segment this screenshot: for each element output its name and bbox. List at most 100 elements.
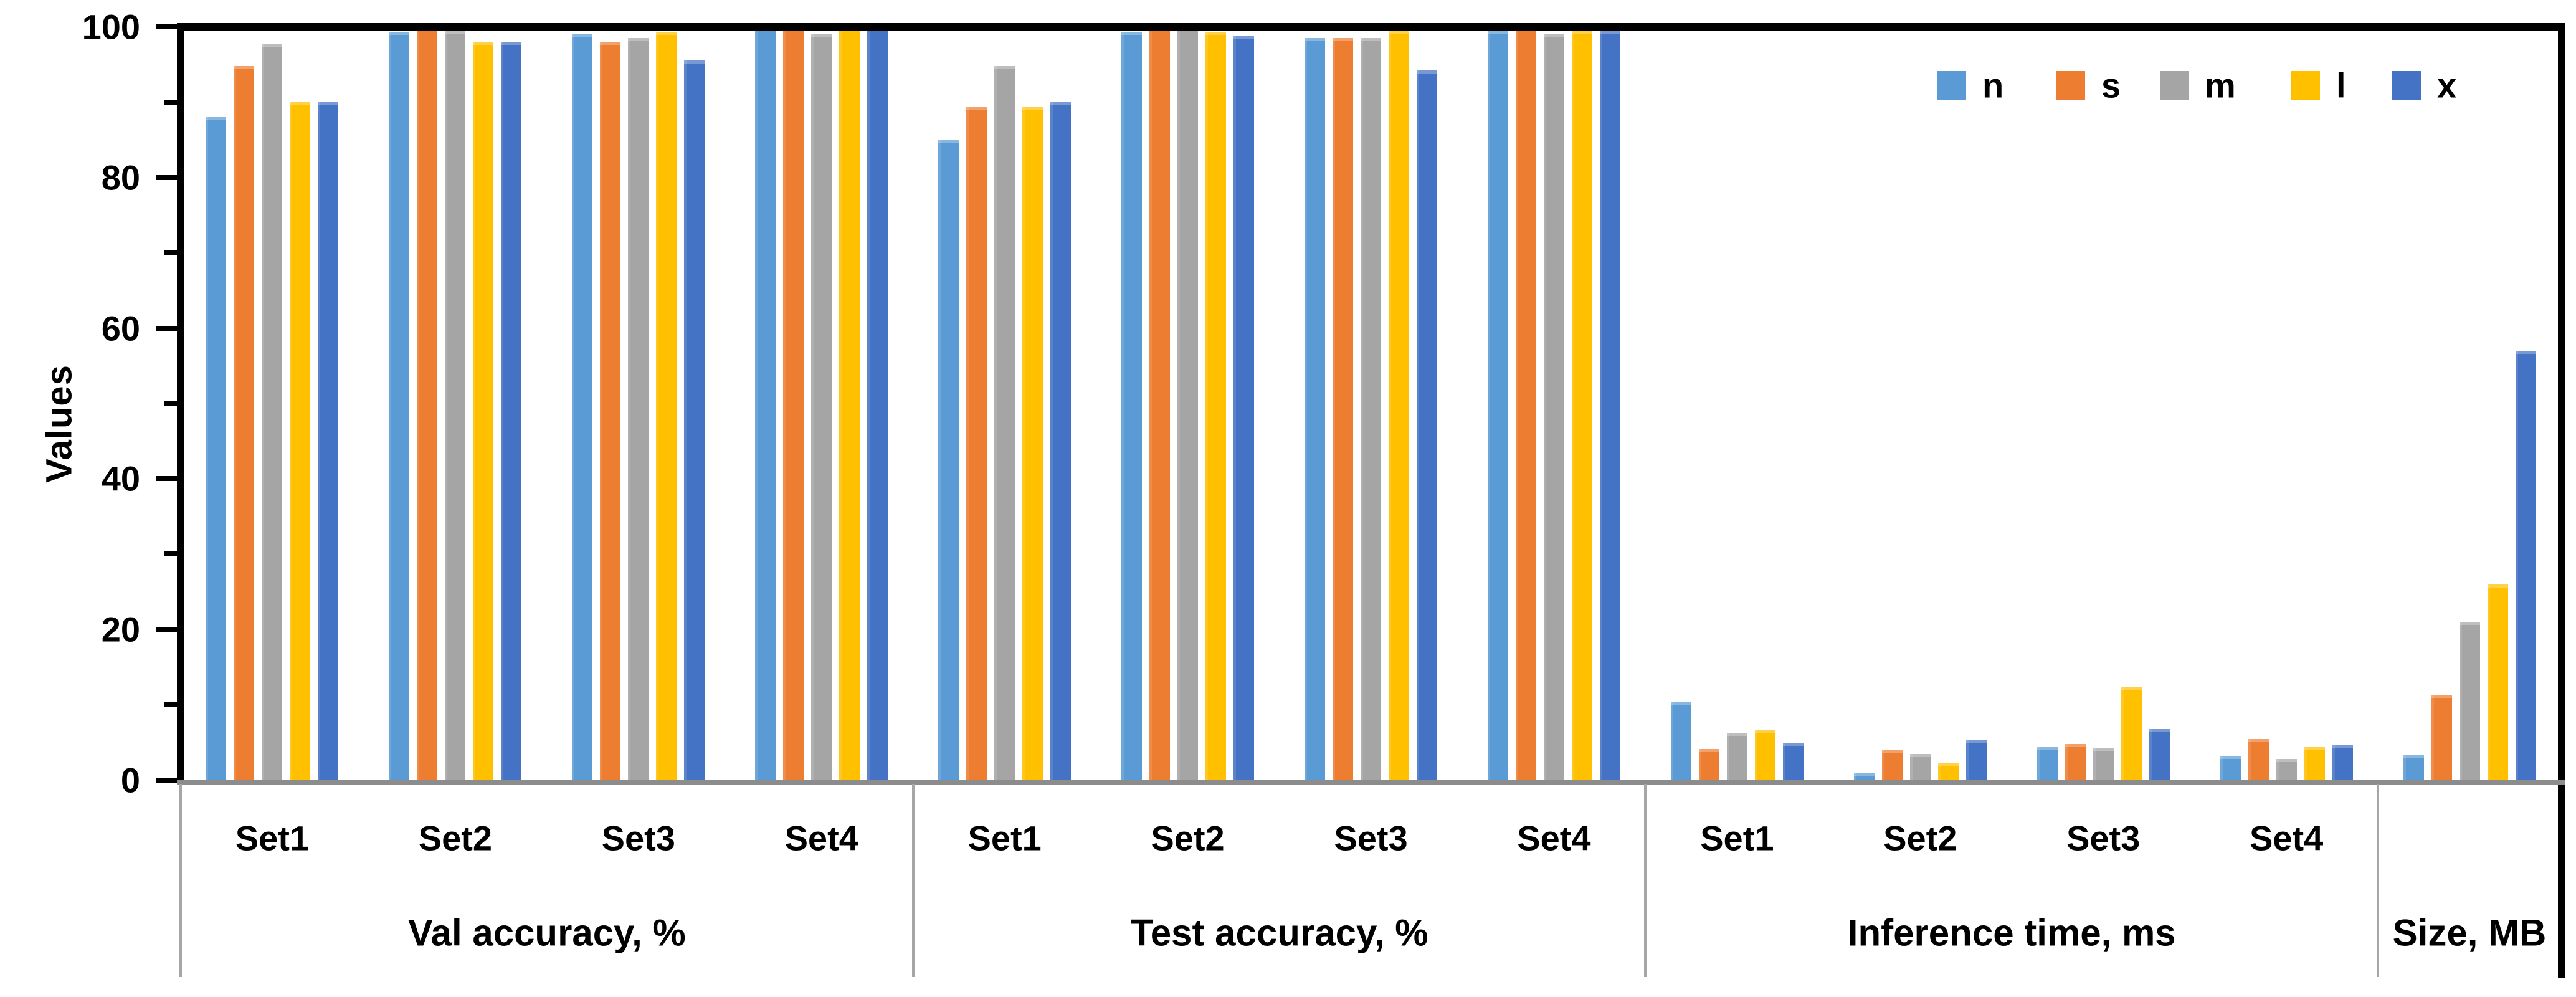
- bar-s-test-accuracy-set2: [1149, 27, 1171, 780]
- y-major-tick: [156, 627, 181, 632]
- bar-s-val-accuracy-set4: [783, 27, 804, 780]
- bar-s-test-accuracy-set3: [1333, 38, 1353, 780]
- bar-n-inference-time-set2: [1853, 772, 1875, 780]
- set-label: Set3: [1334, 818, 1408, 858]
- legend-label-s: s: [2101, 65, 2121, 105]
- y-major-tick: [156, 778, 181, 783]
- y-tick-label: 20: [101, 609, 140, 649]
- bar-m-inference-time-set1: [1726, 732, 1747, 780]
- set-label: Set1: [235, 818, 310, 858]
- bar-s-size: [2431, 695, 2452, 780]
- y-tick-label: 0: [120, 760, 140, 800]
- bar-l-inference-time-set4: [2304, 746, 2325, 780]
- bar-x-val-accuracy-set1: [318, 102, 339, 780]
- bar-s-test-accuracy-set4: [1515, 27, 1536, 780]
- set-label: Set3: [601, 818, 675, 858]
- bar-l-size: [2487, 584, 2508, 780]
- bar-m-inference-time-set3: [2093, 748, 2114, 780]
- bar-l-test-accuracy-set4: [1571, 31, 1592, 780]
- y-major-tick: [156, 476, 181, 482]
- bar-s-inference-time-set1: [1698, 749, 1719, 780]
- x-axis-line: [177, 780, 2565, 785]
- bar-n-test-accuracy-set2: [1121, 32, 1143, 780]
- bar-n-val-accuracy-set4: [755, 27, 776, 780]
- bar-l-inference-time-set1: [1754, 729, 1775, 780]
- set-label: Set2: [1883, 818, 1957, 858]
- legend-label-n: n: [1982, 65, 2004, 105]
- bar-n-test-accuracy-set3: [1305, 38, 1325, 780]
- bar-l-test-accuracy-set3: [1389, 31, 1409, 780]
- bar-n-inference-time-set3: [2037, 746, 2058, 780]
- bar-m-val-accuracy-set4: [811, 34, 832, 780]
- bar-x-inference-time-set1: [1782, 742, 1804, 780]
- bar-m-val-accuracy-set2: [445, 31, 466, 780]
- bar-m-inference-time-set4: [2276, 759, 2297, 780]
- bar-s-inference-time-set4: [2248, 738, 2269, 780]
- y-minor-tick: [164, 551, 181, 557]
- y-minor-tick: [164, 401, 181, 406]
- bar-l-test-accuracy-set2: [1205, 32, 1227, 780]
- bar-x-test-accuracy-set2: [1233, 36, 1255, 780]
- bar-m-val-accuracy-set1: [262, 44, 283, 780]
- bar-l-val-accuracy-set4: [839, 27, 860, 780]
- set-label: Set4: [1517, 818, 1591, 858]
- set-label: Set2: [1151, 818, 1225, 858]
- legend-swatch-s: [2056, 71, 2085, 100]
- y-minor-tick: [164, 99, 181, 105]
- bar-x-test-accuracy-set3: [1417, 70, 1437, 780]
- y-tick-label: 40: [101, 459, 140, 499]
- y-tick-label: 80: [101, 158, 140, 198]
- bar-n-val-accuracy-set2: [389, 32, 410, 780]
- set-label: Set1: [1700, 818, 1774, 858]
- set-label: Set4: [2249, 818, 2324, 858]
- bar-n-size: [2403, 755, 2424, 780]
- set-label: Set3: [2066, 818, 2141, 858]
- panel-divider: [911, 784, 915, 977]
- bar-l-test-accuracy-set1: [1022, 107, 1043, 780]
- y-minor-tick: [164, 250, 181, 255]
- set-label: Set1: [967, 818, 1042, 858]
- bar-s-val-accuracy-set1: [234, 65, 255, 780]
- group-label: Test accuracy, %: [1130, 912, 1428, 954]
- group-label: Inference time, ms: [1847, 912, 2176, 954]
- plot-right-border: [2558, 23, 2565, 978]
- bar-s-val-accuracy-set2: [417, 27, 438, 780]
- bar-x-inference-time-set3: [2149, 728, 2170, 780]
- plot-top-border: [177, 23, 2565, 31]
- panel-divider: [179, 784, 182, 977]
- y-major-tick: [156, 24, 181, 29]
- bar-n-inference-time-set4: [2220, 756, 2241, 780]
- bar-m-test-accuracy-set4: [1543, 34, 1564, 780]
- bar-x-val-accuracy-set3: [684, 60, 705, 780]
- bar-m-size: [2459, 622, 2480, 780]
- legend-swatch-l: [2291, 71, 2320, 100]
- bar-m-test-accuracy-set1: [994, 65, 1015, 780]
- bar-x-inference-time-set2: [1965, 739, 1987, 780]
- bar-n-test-accuracy-set4: [1487, 31, 1508, 780]
- y-minor-tick: [164, 702, 181, 708]
- bar-x-inference-time-set4: [2332, 745, 2353, 780]
- bar-x-size: [2515, 350, 2536, 780]
- legend-swatch-m: [2160, 71, 2189, 100]
- bar-x-test-accuracy-set1: [1050, 102, 1072, 780]
- bar-l-inference-time-set2: [1937, 763, 1959, 780]
- bar-s-inference-time-set3: [2065, 743, 2086, 780]
- y-axis-line: [177, 23, 184, 784]
- bar-s-test-accuracy-set1: [966, 107, 987, 780]
- bar-n-val-accuracy-set1: [206, 117, 227, 780]
- group-label: Val accuracy, %: [407, 912, 686, 954]
- bar-x-val-accuracy-set4: [867, 27, 888, 780]
- legend-swatch-x: [2392, 71, 2421, 100]
- bar-n-inference-time-set1: [1670, 702, 1691, 780]
- legend-label-x: x: [2437, 65, 2457, 105]
- bar-l-inference-time-set3: [2121, 687, 2142, 780]
- bar-m-test-accuracy-set3: [1361, 38, 1381, 780]
- set-label: Set2: [418, 818, 493, 858]
- bar-n-test-accuracy-set1: [938, 140, 959, 780]
- y-major-tick: [156, 174, 181, 180]
- legend-label-m: m: [2205, 65, 2236, 105]
- panel-divider: [1644, 784, 1647, 977]
- group-label: Size, MB: [2392, 912, 2547, 954]
- legend-label-l: l: [2336, 65, 2346, 105]
